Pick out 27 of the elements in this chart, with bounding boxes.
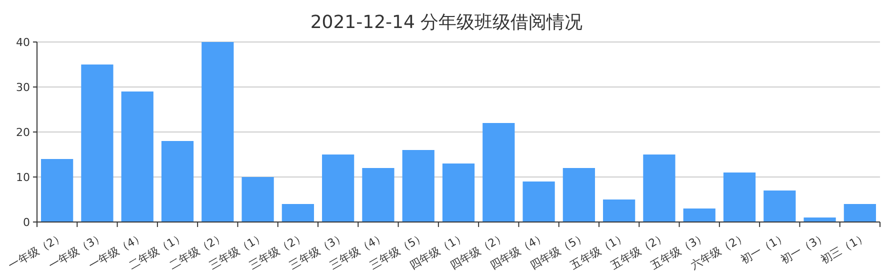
chart-title: 2021-12-14 分年级班级借阅情况 [310, 12, 583, 33]
bar [522, 182, 555, 222]
bar [804, 218, 836, 222]
y-tick-label: 40 [16, 36, 30, 49]
bar [723, 172, 756, 222]
bar [603, 200, 636, 222]
bar [764, 190, 796, 222]
bar [161, 141, 194, 222]
bar [402, 150, 434, 222]
bar [362, 168, 394, 222]
bar [482, 123, 515, 222]
bar [643, 154, 676, 222]
y-tick-label: 20 [16, 126, 30, 139]
bar [121, 92, 154, 222]
bar [202, 42, 234, 222]
y-tick-label: 0 [23, 216, 30, 229]
bar [562, 168, 595, 222]
bar [322, 154, 354, 222]
y-tick-label: 30 [16, 80, 30, 94]
bar [282, 204, 314, 222]
bar [81, 64, 114, 222]
bar [844, 204, 876, 222]
bar [41, 159, 74, 222]
y-tick-label: 10 [16, 170, 30, 184]
bar [242, 177, 274, 222]
bar [683, 208, 716, 222]
bar [442, 164, 475, 222]
